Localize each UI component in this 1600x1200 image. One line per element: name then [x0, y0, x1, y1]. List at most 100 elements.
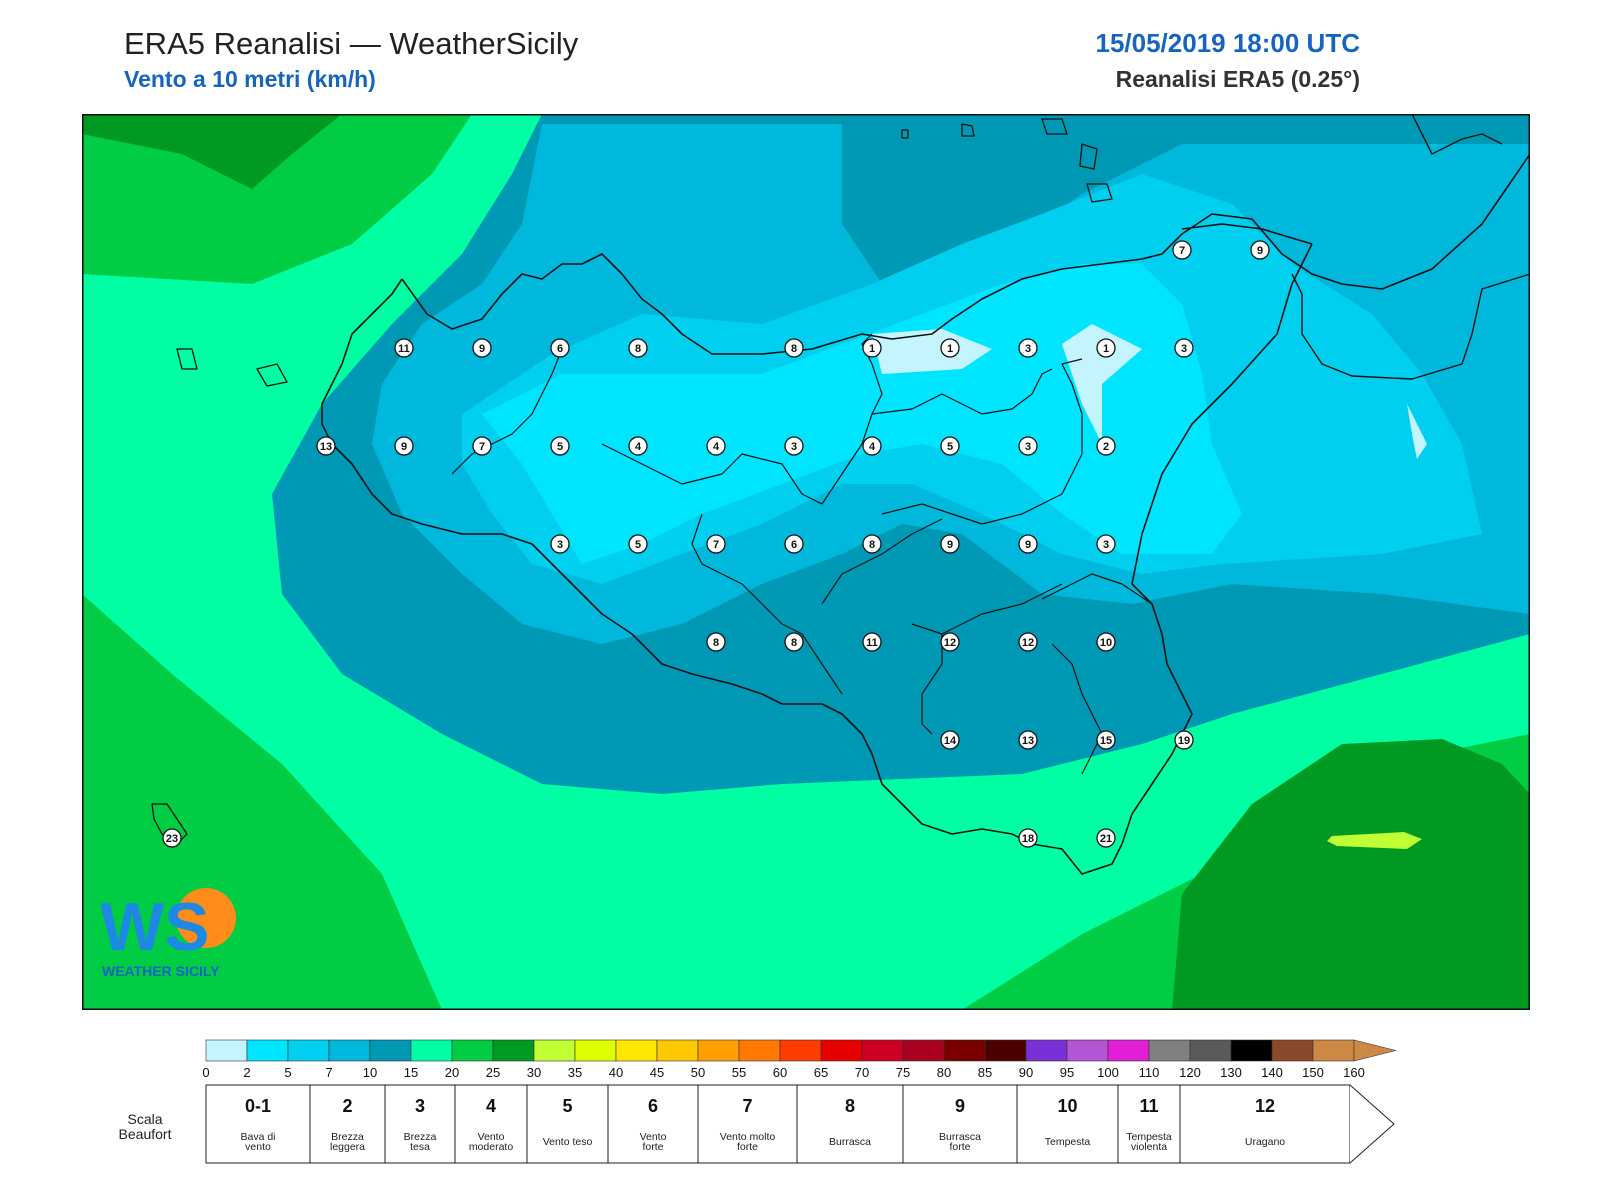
beaufort-desc: Vento [640, 1131, 667, 1143]
station-marker: 14 [940, 730, 960, 750]
beaufort-desc: tesa [410, 1141, 430, 1153]
station-value: 6 [557, 343, 563, 355]
station-marker: 9 [472, 338, 492, 358]
wind-field [82, 114, 1530, 1010]
beaufort-number: 5 [562, 1096, 572, 1116]
colorbar-swatch [738, 1039, 781, 1062]
station-marker: 11 [862, 632, 882, 652]
station-value: 1 [947, 343, 953, 355]
station-marker: 13 [316, 436, 336, 456]
station-value: 3 [1025, 441, 1031, 453]
station-value: 2 [1103, 441, 1109, 453]
colorbar-tick-label: 10 [363, 1065, 377, 1080]
colorbar [205, 1039, 1397, 1062]
station-value: 3 [1181, 343, 1187, 355]
station-marker: 4 [862, 436, 882, 456]
beaufort-number: 7 [742, 1096, 752, 1116]
beaufort-number: 9 [955, 1096, 965, 1116]
beaufort-desc: Tempesta [1126, 1131, 1172, 1143]
station-value: 4 [713, 441, 720, 453]
colorbar-swatch [615, 1039, 658, 1062]
map-subtitle: Vento a 10 metri (km/h) [124, 66, 376, 92]
station-value: 9 [401, 441, 407, 453]
station-marker: 3 [784, 436, 804, 456]
colorbar-tick-label: 5 [284, 1065, 291, 1080]
station-marker: 9 [394, 436, 414, 456]
station-value: 8 [791, 343, 797, 355]
colorbar-tick-label: 0 [202, 1065, 209, 1080]
station-marker: 7 [1172, 240, 1192, 260]
colorbar-tick-label: 80 [937, 1065, 951, 1080]
map-title: ERA5 Reanalisi — WeatherSicily [124, 26, 579, 61]
station-value: 12 [944, 637, 956, 649]
station-value: 5 [635, 539, 641, 551]
station-value: 9 [479, 343, 485, 355]
station-marker: 7 [706, 534, 726, 554]
station-marker: 8 [784, 338, 804, 358]
beaufort-desc: Uragano [1245, 1136, 1285, 1148]
station-marker: 3 [1018, 436, 1038, 456]
beaufort-desc: Vento teso [543, 1136, 593, 1148]
station-value: 4 [635, 441, 642, 453]
beaufort-desc: moderato [469, 1141, 514, 1153]
beaufort-number: 12 [1255, 1096, 1275, 1116]
beaufort-desc: forte [642, 1141, 663, 1153]
beaufort-desc: vento [245, 1141, 271, 1153]
station-marker: 5 [940, 436, 960, 456]
colorbar-swatch [369, 1039, 412, 1062]
colorbar-tick-label: 20 [445, 1065, 459, 1080]
colorbar-tick-label: 15 [404, 1065, 418, 1080]
colorbar-swatch [328, 1039, 371, 1062]
station-marker: 7 [472, 436, 492, 456]
station-value: 1 [1103, 343, 1109, 355]
colorbar-tick-label: 140 [1261, 1065, 1283, 1080]
colorbar-swatch [1148, 1039, 1191, 1062]
station-value: 8 [635, 343, 641, 355]
valid-datetime: 15/05/2019 18:00 UTC [1095, 28, 1360, 58]
station-value: 9 [1257, 245, 1263, 257]
station-marker: 19 [1174, 730, 1194, 750]
station-value: 15 [1100, 735, 1112, 747]
colorbar-ticks: 0 2 5 7 10 15 20 25 30 35 40 45 50 55 60 65 70 75 80 85 90 95… [202, 1065, 1364, 1080]
colorbar-swatch [1107, 1039, 1150, 1062]
station-value: 10 [1100, 637, 1112, 649]
station-marker: 6 [784, 534, 804, 554]
map-frame [82, 114, 1530, 1010]
legend: 0 2 5 7 10 15 20 25 30 35 40 45 50 55 60 65 70 75 80 85 90 95… [119, 1039, 1397, 1164]
colorbar-tick-label: 25 [486, 1065, 500, 1080]
station-value: 3 [557, 539, 563, 551]
beaufort-desc: violenta [1131, 1141, 1167, 1153]
beaufort-label-line2: Beaufort [119, 1126, 172, 1142]
station-value: 3 [1103, 539, 1109, 551]
logo-letters: WS [100, 889, 210, 965]
station-value: 21 [1100, 833, 1112, 845]
station-value: 14 [944, 735, 957, 747]
colorbar-swatch [1189, 1039, 1232, 1062]
beaufort-number: 4 [486, 1096, 496, 1116]
beaufort-class: 10 Tempesta [1016, 1084, 1119, 1164]
station-value: 8 [869, 539, 875, 551]
station-value: 6 [791, 539, 797, 551]
station-value: 11 [398, 343, 410, 355]
station-marker: 3 [1018, 338, 1038, 358]
station-value: 3 [1025, 343, 1031, 355]
station-marker: 8 [628, 338, 648, 358]
beaufort-number: 8 [845, 1096, 855, 1116]
station-value: 9 [1025, 539, 1031, 551]
colorbar-swatch [451, 1039, 494, 1062]
beaufort-desc: Brezza [331, 1131, 364, 1143]
station-marker: 8 [706, 632, 726, 652]
colorbar-tick-label: 130 [1220, 1065, 1242, 1080]
station-marker: 21 [1096, 828, 1116, 848]
colorbar-swatch [779, 1039, 822, 1062]
colorbar-swatch [410, 1039, 453, 1062]
station-value: 19 [1178, 735, 1190, 747]
station-marker: 23 [162, 828, 182, 848]
colorbar-swatch [1230, 1039, 1273, 1062]
colorbar-tick-label: 2 [243, 1065, 250, 1080]
